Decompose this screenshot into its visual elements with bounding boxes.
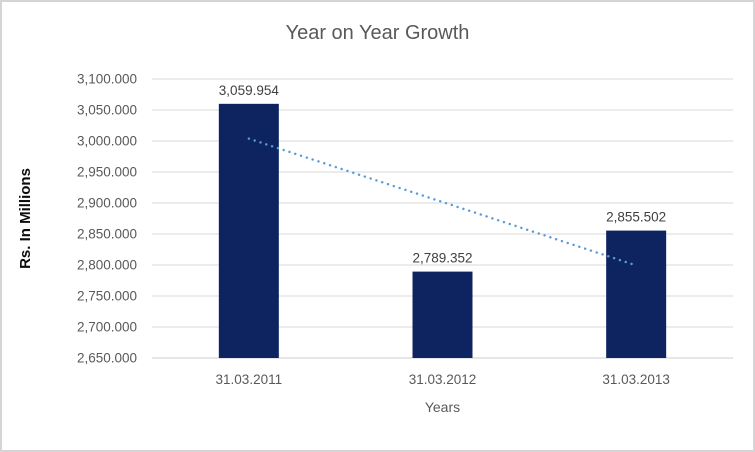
y-tick-label: 2,700.000 bbox=[77, 320, 137, 335]
x-axis-title: Years bbox=[424, 399, 461, 415]
y-tick-label: 2,800.000 bbox=[77, 258, 137, 273]
x-tick-label: 31.03.2012 bbox=[409, 372, 477, 387]
data-label: 2,789.352 bbox=[412, 251, 472, 266]
y-tick-label: 3,050.000 bbox=[77, 103, 137, 118]
y-tick-label: 2,850.000 bbox=[77, 227, 137, 242]
x-tick-label: 31.03.2011 bbox=[216, 372, 283, 387]
data-label: 2,855.502 bbox=[606, 210, 666, 225]
trendline bbox=[247, 137, 638, 267]
chart-title: Year on Year Growth bbox=[285, 22, 470, 44]
y-tick-label: 2,900.000 bbox=[77, 196, 137, 211]
y-tick-label: 2,650.000 bbox=[77, 351, 137, 366]
y-tick-label: 3,000.000 bbox=[77, 134, 137, 149]
x-tick-label: 31.03.2013 bbox=[602, 372, 670, 387]
bar bbox=[412, 271, 473, 358]
bar bbox=[218, 103, 279, 358]
data-label: 3,059.954 bbox=[219, 83, 280, 98]
y-tick-label: 2,750.000 bbox=[77, 289, 137, 304]
bar bbox=[606, 230, 667, 358]
y-tick-label: 2,950.000 bbox=[77, 165, 137, 180]
y-tick-label: 3,100.000 bbox=[77, 72, 137, 87]
